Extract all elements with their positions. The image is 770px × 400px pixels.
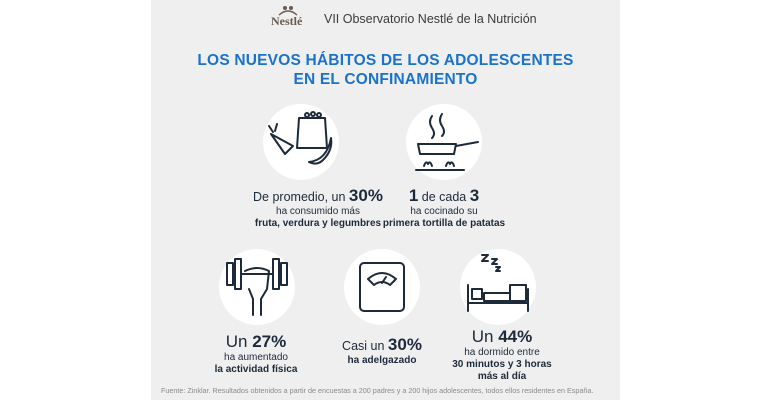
stat-sleep-line1: ha dormido entre [464,347,540,358]
stat-fruit-prefix: De promedio, un [253,190,349,204]
infographic-card: Nestlé VII Observatorio Nestlé de la Nut… [151,0,620,400]
stat-cooking-value2: 3 [469,186,480,205]
source-footnote: Fuente: Zinklar. Resultados obtenidos a … [161,386,594,395]
stat-weight-line1: ha adelgazado [347,355,417,366]
nest-icon [278,6,298,16]
stat-physical: Un 27% ha aumentado la actividad física [181,332,331,376]
stat-cooking-line1: ha cocinado su [410,206,478,217]
stat-weight: Casi un 30% ha adelgazado [307,335,457,367]
stat-fruit-value: 30% [348,186,383,205]
stat-sleep: Un 44% ha dormido entre 30 minutos y 3 h… [427,327,577,383]
stat-physical-line1: ha aumentado [224,352,288,363]
stat-physical-prefix: Un [225,332,253,351]
stat-weight-value: 30% [387,335,422,354]
stat-cooking-suffix: de cada [418,190,470,204]
logo-text: Nestlé [271,14,303,28]
header: Nestlé VII Observatorio Nestlé de la Nut… [151,6,620,28]
dumbbell-arm-icon [219,249,295,325]
stat-sleep-line2: 30 minutos y 3 horas [452,359,552,370]
stat-cooking-line2: primera tortilla de patatas [382,218,506,229]
stat-physical-value: 27% [252,332,287,351]
stat-sleep-value: 44% [498,327,533,346]
stat-fruit: De promedio, un 30% ha consumido más fru… [243,186,393,230]
header-title: VII Observatorio Nestlé de la Nutrición [324,12,537,26]
nestle-logo: Nestlé [271,6,321,28]
stat-physical-line2: la actividad física [214,364,298,375]
stat-sleep-prefix: Un [471,327,499,346]
frying-pan-stove-icon [406,104,482,180]
fruit-vegetables-icon [263,104,339,180]
page-title-line-1: LOS NUEVOS HÁBITOS DE LOS ADOLESCENTES [197,52,574,69]
bed-sleep-icon [460,249,536,325]
stat-weight-prefix: Casi un [342,339,388,353]
page-title-line-2: EN EL CONFINAMIENTO [293,71,478,88]
stat-cooking: 1 de cada 3 ha cocinado su primera torti… [369,186,519,230]
scale-icon [344,249,420,325]
stat-fruit-line1: ha consumido más [276,206,360,217]
stat-cooking-value: 1 [408,186,419,205]
stat-fruit-line2: fruta, verdura y legumbres [254,218,382,229]
stat-sleep-line3: más al día [477,371,527,382]
